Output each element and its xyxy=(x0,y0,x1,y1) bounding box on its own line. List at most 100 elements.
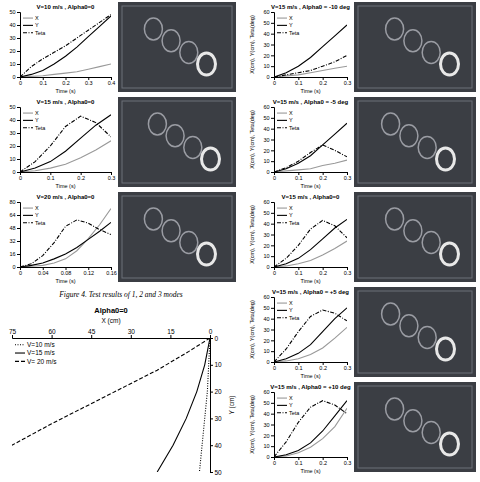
tick: 50 xyxy=(263,210,274,216)
tick: 0.12 xyxy=(83,267,94,276)
photo-frame xyxy=(122,196,232,278)
tick: 32 xyxy=(9,238,20,244)
legend-item: V= 20 m/s xyxy=(15,358,57,365)
tick-mark xyxy=(17,267,20,268)
tick-mark xyxy=(271,446,274,447)
series-group xyxy=(20,209,111,268)
legend-swatch xyxy=(277,405,287,406)
tick-mark xyxy=(271,129,274,130)
axis-line xyxy=(271,298,275,363)
tick-mark xyxy=(131,335,132,338)
x-axis-title: Time (s) xyxy=(301,88,321,94)
tick-label: 0.3 xyxy=(344,175,352,181)
tick: 0.1 xyxy=(47,172,55,181)
legend-label: V= 20 m/s xyxy=(27,358,57,365)
tick: 0 xyxy=(12,264,20,270)
photo xyxy=(118,192,236,282)
legend-item: Y xyxy=(23,212,39,218)
tick-label: 0.2 xyxy=(62,80,70,86)
photo-ring xyxy=(202,148,220,170)
legend-label: Teta xyxy=(289,410,300,416)
tick-label: 0 xyxy=(273,270,276,276)
plot: 7560453015001020304050V=10 m/sV=15 m/sV=… xyxy=(9,328,222,476)
photo-ring xyxy=(400,125,418,147)
photo-ring xyxy=(441,433,459,455)
x-axis-title: X (cm) xyxy=(101,317,120,325)
photo xyxy=(118,97,236,187)
tick-label: 0 xyxy=(273,175,276,181)
legend-label: X xyxy=(35,15,39,21)
legend-item: X xyxy=(277,395,293,401)
tick: 0 xyxy=(19,77,22,86)
legend-item: Teta xyxy=(277,125,300,131)
tick-mark xyxy=(17,202,20,203)
photo-ring xyxy=(441,243,459,265)
x-axis-title: Time (s) xyxy=(56,183,76,189)
photo xyxy=(354,192,476,282)
tick-mark xyxy=(271,118,274,119)
tick: 0 xyxy=(266,264,274,270)
tick-label: 50 xyxy=(215,469,223,476)
tick: 0 xyxy=(209,328,213,339)
chart: 00.10.20.301020304050XYTetaV=15 m/s , Al… xyxy=(9,99,115,189)
tick: 0.2 xyxy=(319,457,327,466)
tick: 0 xyxy=(210,335,219,342)
photo-background xyxy=(354,287,476,377)
legend: XYTeta xyxy=(277,300,300,321)
tick-label: 40 xyxy=(9,22,15,28)
figure-caption: Figure 4. Test results of 1, 2 and 3 mod… xyxy=(58,290,183,299)
legend-item: Teta xyxy=(23,30,46,36)
tick: 20 xyxy=(263,243,274,249)
tick-mark xyxy=(17,120,20,121)
axis: 75604530150 xyxy=(9,328,213,339)
tick-label: 40 xyxy=(215,442,223,449)
tick-label: 0.1 xyxy=(295,175,303,181)
tick: 0.3 xyxy=(344,172,352,181)
tick-label: 0.3 xyxy=(344,460,352,466)
legend-label: X xyxy=(289,110,293,116)
legend-swatch xyxy=(277,222,287,223)
axis: 01020304050 xyxy=(210,335,222,476)
axis: 0102030405060 xyxy=(263,104,274,175)
legend-label: Y xyxy=(289,307,293,313)
photo-ring xyxy=(184,136,202,158)
series-line xyxy=(274,55,347,77)
tick-mark xyxy=(271,340,274,341)
tick: 10 xyxy=(210,361,222,368)
legend-swatch xyxy=(23,32,33,33)
legend-item: X xyxy=(23,205,39,211)
legend-label: X xyxy=(35,110,39,116)
tick-mark xyxy=(271,297,274,298)
tick: 30 xyxy=(263,232,274,238)
legend-item: Teta xyxy=(277,410,300,416)
tick-label: 80 xyxy=(9,199,15,205)
legend-item: Y xyxy=(23,22,39,28)
figure: 00.10.20.30.401020304050XYTetaV=10 m/s ,… xyxy=(0,0,480,482)
tick-mark xyxy=(271,362,274,363)
series-line xyxy=(20,116,111,172)
plot: 00.040.080.120.1601632486480XYTeta xyxy=(9,199,116,276)
tick: 0 xyxy=(266,359,274,365)
photo-background xyxy=(354,97,476,187)
tick: 0 xyxy=(273,172,276,181)
tick-label: 20 xyxy=(9,48,15,54)
y-axis-title: X(cm), Y(cm), Teta(deg) xyxy=(249,15,255,74)
photo-ring xyxy=(437,338,455,360)
photo-ring xyxy=(418,326,436,348)
tick: 60 xyxy=(263,104,274,110)
legend-label: X xyxy=(35,205,39,211)
tick: 0 xyxy=(266,169,274,175)
tick-label: 60 xyxy=(263,104,269,110)
photo-frame xyxy=(358,101,472,183)
tick-label: 30 xyxy=(263,422,269,428)
tick-label: 0.2 xyxy=(319,80,327,86)
tick: 0 xyxy=(273,267,276,276)
tick: 0 xyxy=(273,362,276,371)
series-line xyxy=(274,219,347,267)
axis: 00.10.20.3 xyxy=(273,457,351,466)
photo xyxy=(354,97,476,187)
tick-mark xyxy=(170,335,171,338)
tick: 40 xyxy=(263,411,274,417)
legend-item: X xyxy=(23,15,39,21)
legend-swatch xyxy=(277,317,287,318)
